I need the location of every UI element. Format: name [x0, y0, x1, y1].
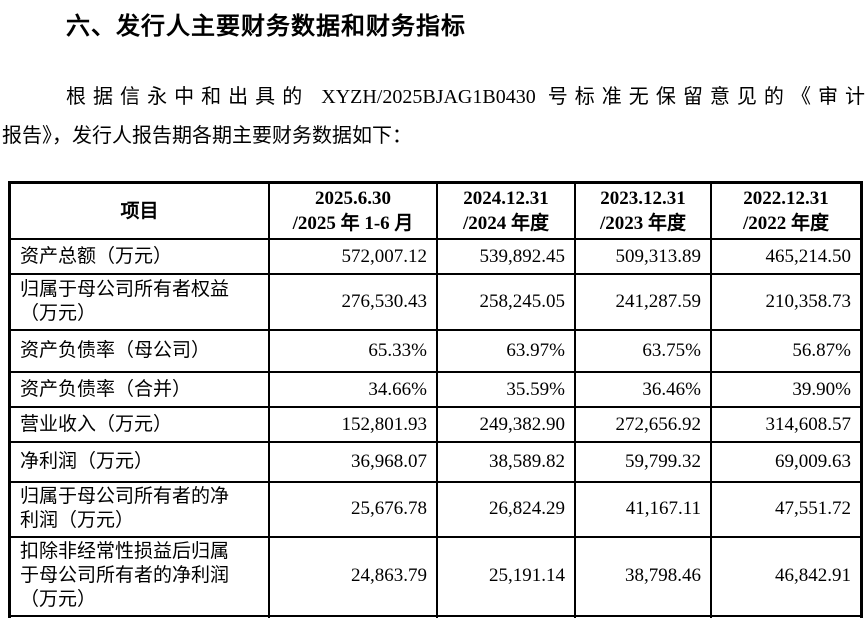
value-cell: [269, 615, 438, 618]
table-row: 资产总额（万元） 572,007.12 539,892.45 509,313.8…: [11, 239, 860, 276]
intro-paragraph-line2: 报告》，发行人报告期各期主要财务数据如下：: [2, 124, 412, 147]
value-cell: 41,167.11: [575, 482, 712, 538]
row-label-cell: 资产负债率（合并）: [11, 372, 270, 409]
column-header: 2025.6.30 /2025 年 1-6 月: [269, 184, 438, 241]
value-cell: 314,608.57: [711, 407, 860, 444]
row-label-cell: 扣除非经常性损益后归属 于母公司所有者的净利润 （万元）: [11, 536, 270, 617]
value-cell: 65.33%: [269, 330, 438, 374]
value-cell: 69,009.63: [711, 442, 860, 484]
table-row: 营业收入（万元） 152,801.93 249,382.90 272,656.9…: [11, 407, 860, 444]
column-header: 2022.12.31 /2022 年度: [711, 184, 860, 241]
value-cell: 39.90%: [711, 372, 860, 409]
value-cell: 36,968.07: [269, 442, 438, 484]
value-cell: 56.87%: [711, 330, 860, 374]
table-header-row: 项目 2025.6.30 /2025 年 1-6 月 2024.12.31 /2…: [11, 184, 860, 241]
value-cell: 35.59%: [437, 372, 576, 409]
financial-table: 项目 2025.6.30 /2025 年 1-6 月 2024.12.31 /2…: [8, 181, 863, 618]
row-label-cell: 归属于母公司所有者权益 （万元）: [11, 274, 270, 332]
document-page: 六、发行人主要财务数据和财务指标 根据信永中和出具的 XYZH/2025BJAG…: [0, 13, 867, 618]
value-cell: 46,842.91: [711, 536, 860, 617]
value-cell: 258,245.05: [437, 274, 576, 332]
page-title: 六、发行人主要财务数据和财务指标: [66, 13, 466, 40]
value-cell: [575, 615, 712, 618]
value-cell: 509,313.89: [575, 239, 712, 276]
value-cell: 210,358.73: [711, 274, 860, 332]
value-cell: 276,530.43: [269, 274, 438, 332]
value-cell: 465,214.50: [711, 239, 860, 276]
value-cell: 539,892.45: [437, 239, 576, 276]
value-cell: 249,382.90: [437, 407, 576, 444]
column-header: 项目: [11, 184, 270, 241]
row-label-cell: 归属于母公司所有者的净 利润（万元）: [11, 482, 270, 538]
value-cell: 24,863.79: [269, 536, 438, 617]
value-cell: 26,824.29: [437, 482, 576, 538]
table-row: 资产负债率（母公司） 65.33% 63.97% 63.75% 56.87%: [11, 330, 860, 374]
row-label-cell: 资产总额（万元）: [11, 239, 270, 276]
value-cell: 38,798.46: [575, 536, 712, 617]
value-cell: [437, 615, 576, 618]
column-header: 2023.12.31 /2023 年度: [575, 184, 712, 241]
table-row: 归属于母公司所有者的净 利润（万元） 25,676.78 26,824.29 4…: [11, 482, 860, 538]
value-cell: 572,007.12: [269, 239, 438, 276]
intro-paragraph-line1: 根据信永中和出具的 XYZH/2025BJAG1B0430 号标准无保留意见的《…: [66, 85, 865, 108]
value-cell: 36.46%: [575, 372, 712, 409]
table-row: 资产负债率（合并） 34.66% 35.59% 36.46% 39.90%: [11, 372, 860, 409]
column-header: 2024.12.31 /2024 年度: [437, 184, 576, 241]
value-cell: 152,801.93: [269, 407, 438, 444]
row-label-cell: 营业收入（万元）: [11, 407, 270, 444]
value-cell: 272,656.92: [575, 407, 712, 444]
table-row: 扣除非经常性损益后归属 于母公司所有者的净利润 （万元） 24,863.79 2…: [11, 536, 860, 617]
value-cell: 38,589.82: [437, 442, 576, 484]
table-row: 净利润（万元） 36,968.07 38,589.82 59,799.32 69…: [11, 442, 860, 484]
row-label-cell: 净利润（万元）: [11, 442, 270, 484]
value-cell: 34.66%: [269, 372, 438, 409]
value-cell: 63.75%: [575, 330, 712, 374]
row-label-cell: 资产负债率（母公司）: [11, 330, 270, 374]
value-cell: 47,551.72: [711, 482, 860, 538]
value-cell: 63.97%: [437, 330, 576, 374]
row-label-cell: [11, 615, 270, 618]
table-row-clipped: [11, 615, 860, 618]
value-cell: 25,191.14: [437, 536, 576, 617]
table-row: 归属于母公司所有者权益 （万元） 276,530.43 258,245.05 2…: [11, 274, 860, 332]
intro-paragraph: 根据信永中和出具的 XYZH/2025BJAG1B0430 号标准无保留意见的《…: [2, 78, 865, 156]
value-cell: 241,287.59: [575, 274, 712, 332]
value-cell: 25,676.78: [269, 482, 438, 538]
value-cell: 59,799.32: [575, 442, 712, 484]
